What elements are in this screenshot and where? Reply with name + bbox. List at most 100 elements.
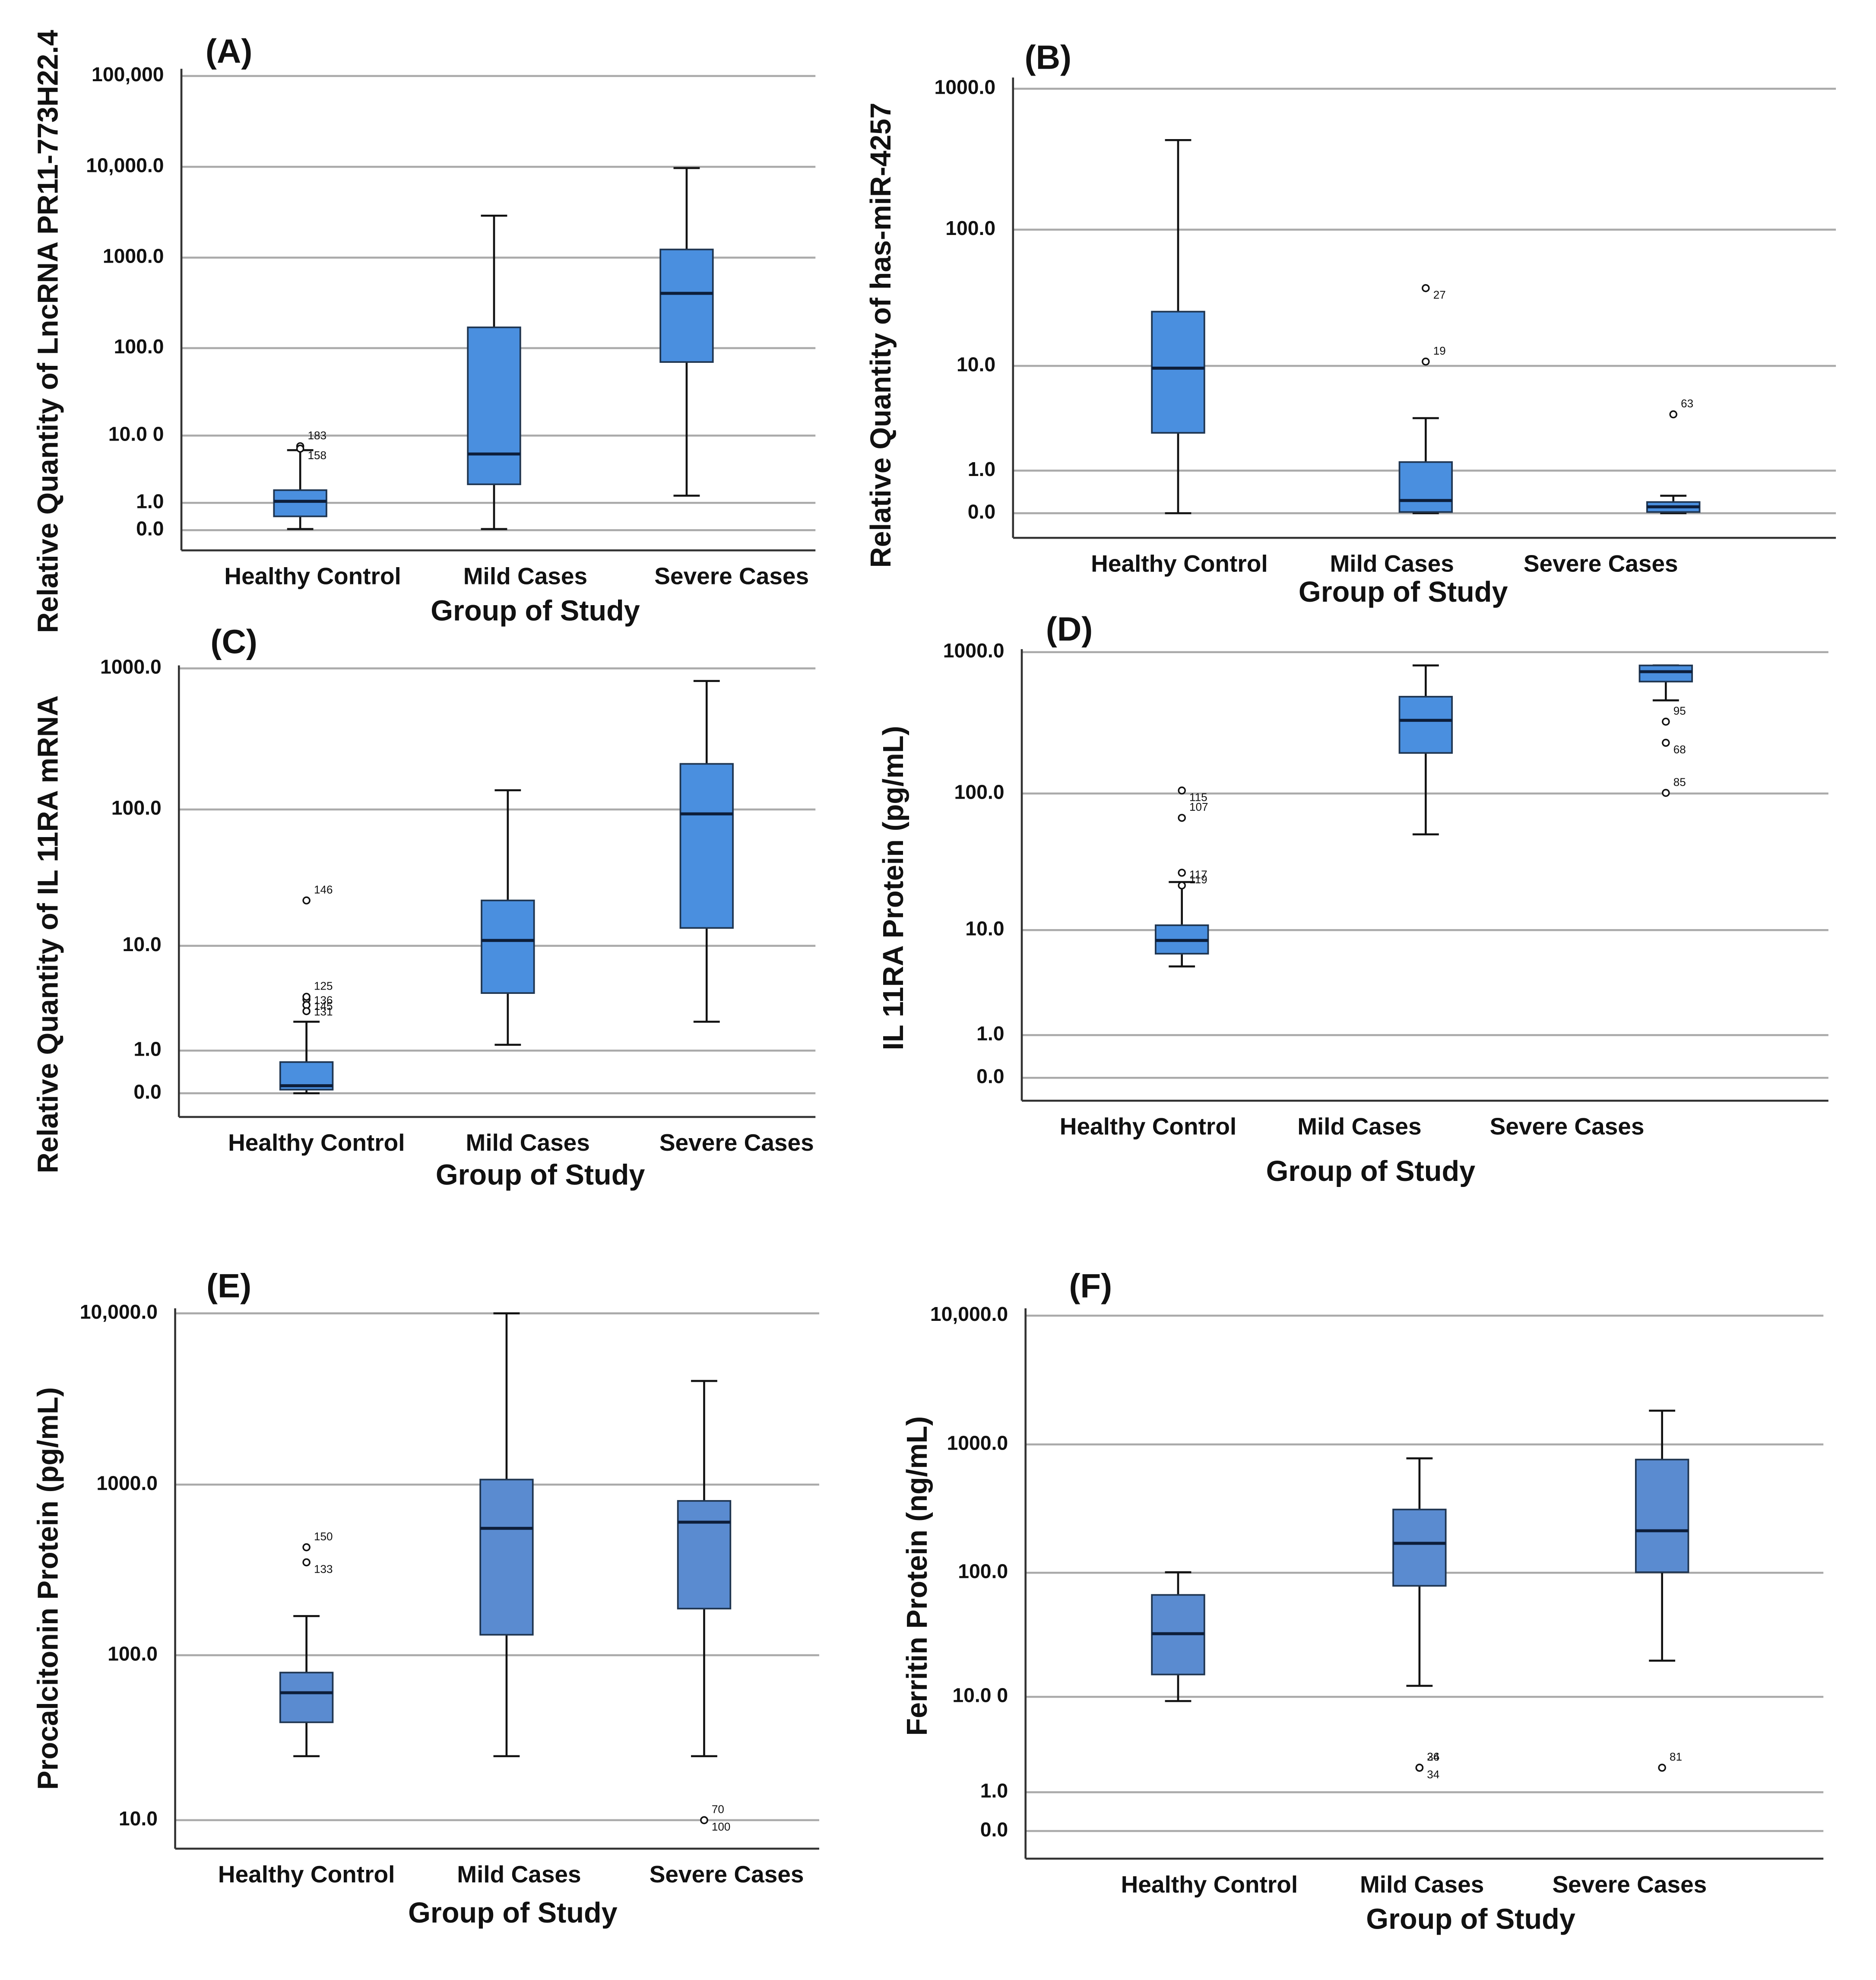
panel-label: (D) <box>1046 610 1093 648</box>
outlier <box>1669 410 1677 419</box>
outlier-label: 68 <box>1673 743 1686 756</box>
box <box>1151 311 1205 434</box>
y-tick-label: 1000.0 <box>100 656 162 678</box>
y-tick-label: 1000.0 <box>96 1472 158 1494</box>
outlier <box>1422 357 1430 366</box>
x-tick-label: Healthy Control <box>1060 1113 1236 1140</box>
outlier <box>1662 717 1670 726</box>
y-tick-label: 1.0 <box>136 490 164 512</box>
outlier-label: 119 <box>1189 873 1207 886</box>
x-axis-title: Group of Study <box>1299 576 1508 608</box>
outlier <box>1178 881 1186 890</box>
box <box>1398 696 1453 754</box>
outlier-label: 100 <box>712 1820 730 1833</box>
y-axis-title: Relative Quantity of has-miR-4257 <box>865 103 897 568</box>
y-tick-label: 1000.0 <box>943 639 1005 662</box>
box <box>659 248 714 363</box>
outlier <box>302 993 311 1001</box>
outlier-label: 150 <box>314 1530 333 1543</box>
outlier <box>302 1007 311 1015</box>
outlier <box>1662 789 1670 797</box>
y-tick-label: 100.0 <box>954 781 1005 803</box>
x-axis-title: Group of Study <box>1366 1903 1575 1935</box>
y-tick-label: 0.0 <box>133 1080 161 1103</box>
y-tick-label: 0.0 <box>976 1065 1004 1088</box>
panel-label: (A) <box>206 32 253 70</box>
x-tick-label: Mild Cases <box>457 1861 581 1888</box>
x-tick-label: Healthy Control <box>218 1861 395 1888</box>
y-tick-label: 1.0 <box>968 458 995 480</box>
y-tick-label: 10,000.0 <box>80 1301 158 1323</box>
y-tick-label: 1.0 <box>133 1038 161 1060</box>
outlier-label: 145 <box>314 1000 333 1012</box>
y-axis-title: Relative Quantity of IL 11RA mRNA <box>32 695 64 1173</box>
y-tick-label: 1000.0 <box>947 1431 1008 1454</box>
outlier-label: 115 <box>1189 790 1207 803</box>
box <box>677 1500 732 1610</box>
x-tick-label: Severe Cases <box>659 1129 814 1156</box>
outlier <box>1662 739 1670 747</box>
outlier <box>296 444 304 453</box>
box <box>1635 1459 1689 1573</box>
outlier-label: 24 <box>1427 1750 1439 1763</box>
x-axis-title: Group of Study <box>1266 1155 1476 1187</box>
x-tick-label: Healthy Control <box>1091 550 1268 577</box>
y-axis-title: IL 11RA Protein (pg/mL) <box>878 726 909 1050</box>
box <box>273 489 327 517</box>
box <box>1392 1508 1447 1587</box>
x-tick-label: Mild Cases <box>466 1129 590 1156</box>
outlier-label: 63 <box>1681 397 1693 410</box>
x-tick-label: Mild Cases <box>1297 1113 1421 1140</box>
y-tick-label: 10.0 0 <box>952 1684 1008 1707</box>
box <box>481 899 535 994</box>
x-tick-label: Healthy Control <box>1121 1871 1298 1898</box>
outlier-label: 95 <box>1673 704 1686 717</box>
y-tick-label: 1.0 <box>976 1022 1004 1045</box>
outlier-label: 125 <box>314 979 333 992</box>
box <box>279 1672 334 1723</box>
y-tick-label: 10.0 0 <box>108 423 164 445</box>
y-tick-label: 100.0 <box>945 217 995 239</box>
y-tick-label: 1000.0 <box>935 76 996 98</box>
outlier-label: 19 <box>1433 344 1446 357</box>
x-tick-label: Mild Cases <box>1360 1871 1484 1898</box>
panel-label: (C) <box>210 622 257 660</box>
box <box>1638 664 1693 682</box>
outlier-label: 146 <box>314 883 333 896</box>
x-axis-title: Group of Study <box>436 1159 645 1191</box>
panel-label: (F) <box>1069 1266 1112 1304</box>
outlier-label: 34 <box>1427 1768 1439 1781</box>
y-tick-label: 1.0 <box>980 1780 1008 1802</box>
box <box>1398 461 1453 513</box>
outlier-label: 117 <box>1189 868 1207 881</box>
outlier-label: 36 <box>1427 1750 1439 1763</box>
outlier-label: 133 <box>314 1562 333 1575</box>
x-tick-label: Healthy Control <box>224 562 401 589</box>
outlier <box>1658 1764 1666 1772</box>
box <box>679 763 734 929</box>
outlier-label: 131 <box>314 1005 333 1018</box>
y-axis-title: Relative Quantity of LncRNA PR11-773H22.… <box>32 30 64 633</box>
x-tick-label: Severe Cases <box>1524 550 1678 577</box>
x-tick-label: Severe Cases <box>654 562 809 589</box>
y-tick-label: 100,000 <box>92 63 164 86</box>
x-tick-label: Healthy Control <box>228 1129 405 1156</box>
y-axis-title: Ferritin Protein (ng/mL) <box>901 1416 933 1736</box>
outlier-label: 27 <box>1433 288 1446 301</box>
y-tick-label: 100.0 <box>114 335 164 358</box>
outlier-label: 81 <box>1670 1750 1682 1763</box>
y-tick-label: 10,000.0 <box>930 1303 1008 1325</box>
y-tick-label: 0.0 <box>980 1818 1008 1840</box>
x-tick-label: Mild Cases <box>1330 550 1454 577</box>
outlier <box>1415 1764 1424 1772</box>
outlier-label: 183 <box>308 429 326 442</box>
y-axis-title: Procalcitonin Protein (pg/mL) <box>32 1387 64 1790</box>
outlier-label: 85 <box>1673 775 1686 788</box>
y-tick-label: 1000.0 <box>103 245 164 267</box>
y-tick-label: 100.0 <box>111 796 162 819</box>
panel-label: (B) <box>1025 38 1072 76</box>
x-tick-label: Severe Cases <box>1552 1871 1707 1898</box>
outlier <box>302 1558 311 1567</box>
y-tick-label: 0.0 <box>136 517 164 540</box>
panel-label: (E) <box>206 1266 251 1304</box>
